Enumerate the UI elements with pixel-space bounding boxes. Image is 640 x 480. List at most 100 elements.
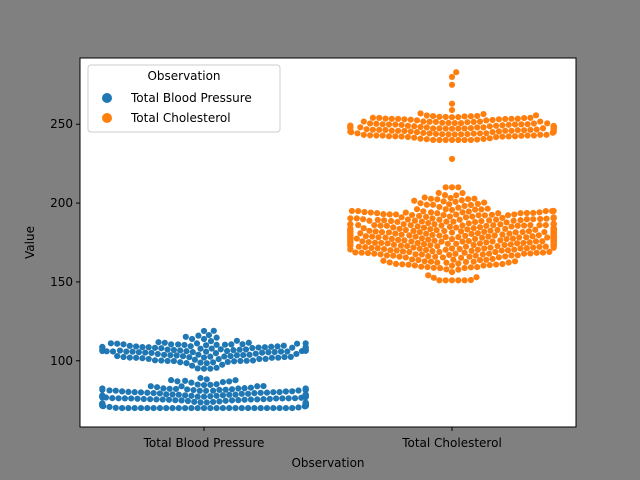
point-total-cholesterol <box>407 116 414 123</box>
point-total-cholesterol <box>519 228 526 236</box>
point-total-cholesterol <box>506 230 513 237</box>
point-total-cholesterol <box>489 238 496 245</box>
point-total-cholesterol <box>443 259 450 266</box>
point-total-cholesterol <box>418 235 425 242</box>
point-total-cholesterol <box>453 240 460 247</box>
point-total-blood-pressure <box>287 353 294 360</box>
point-total-cholesterol <box>417 110 424 117</box>
point-total-blood-pressure <box>197 345 204 352</box>
point-total-cholesterol <box>429 231 436 239</box>
point-total-cholesterol <box>423 124 430 131</box>
point-total-cholesterol <box>523 216 531 223</box>
point-total-cholesterol <box>354 130 361 137</box>
point-total-cholesterol <box>478 218 485 225</box>
point-total-cholesterol <box>401 127 408 135</box>
y-tick-label: 100 <box>50 354 73 368</box>
point-total-cholesterol <box>539 238 546 245</box>
point-total-blood-pressure <box>238 404 245 412</box>
point-total-blood-pressure <box>203 360 210 367</box>
point-total-cholesterol <box>455 125 462 132</box>
point-total-cholesterol <box>380 211 387 218</box>
point-total-blood-pressure <box>265 349 272 356</box>
point-total-blood-pressure <box>236 346 243 353</box>
point-total-blood-pressure <box>247 396 254 403</box>
point-total-cholesterol <box>448 125 456 132</box>
point-total-blood-pressure <box>161 351 168 358</box>
point-total-cholesterol <box>542 208 549 215</box>
point-total-blood-pressure <box>245 404 252 412</box>
point-total-blood-pressure <box>196 387 203 394</box>
point-total-blood-pressure <box>168 341 175 348</box>
point-total-cholesterol <box>378 229 386 236</box>
point-total-cholesterol <box>366 227 373 234</box>
point-total-cholesterol <box>462 258 470 266</box>
point-total-blood-pressure <box>174 378 181 385</box>
point-total-cholesterol <box>474 263 481 271</box>
point-total-cholesterol <box>530 209 537 217</box>
point-total-cholesterol <box>467 264 474 271</box>
point-total-cholesterol <box>430 136 437 144</box>
point-total-blood-pressure <box>169 391 176 398</box>
point-total-cholesterol <box>464 119 471 126</box>
point-total-cholesterol <box>525 228 533 235</box>
point-total-cholesterol <box>362 233 369 240</box>
point-total-cholesterol <box>458 131 465 138</box>
point-total-cholesterol <box>417 123 424 131</box>
point-total-cholesterol <box>511 121 519 128</box>
point-total-blood-pressure <box>169 404 176 412</box>
point-total-cholesterol <box>402 226 409 234</box>
point-total-cholesterol <box>445 131 452 138</box>
point-total-blood-pressure <box>222 397 229 404</box>
point-total-cholesterol <box>521 250 528 257</box>
point-total-blood-pressure <box>266 395 273 403</box>
point-total-cholesterol <box>442 246 449 253</box>
point-total-blood-pressure <box>115 395 122 402</box>
point-total-cholesterol <box>448 73 456 81</box>
point-total-cholesterol <box>475 212 482 219</box>
point-total-cholesterol <box>518 132 525 139</box>
point-total-cholesterol <box>487 227 494 234</box>
point-total-blood-pressure <box>184 397 191 405</box>
point-total-cholesterol <box>429 248 436 255</box>
point-total-blood-pressure <box>224 358 231 366</box>
point-total-blood-pressure <box>270 404 277 412</box>
point-total-blood-pressure <box>106 387 113 394</box>
point-total-cholesterol <box>532 112 540 119</box>
point-total-blood-pressure <box>268 354 275 361</box>
point-total-cholesterol <box>511 258 519 265</box>
point-total-cholesterol <box>436 136 443 144</box>
point-total-cholesterol <box>446 201 453 208</box>
point-total-cholesterol <box>480 124 487 131</box>
point-total-cholesterol <box>510 217 517 224</box>
point-total-cholesterol <box>427 242 434 249</box>
point-total-cholesterol <box>516 234 523 241</box>
point-total-cholesterol <box>401 116 408 123</box>
point-total-cholesterol <box>483 117 490 124</box>
x-tick-label: Total Cholesterol <box>401 436 502 450</box>
point-total-cholesterol <box>543 131 550 138</box>
point-total-blood-pressure <box>260 383 267 390</box>
point-total-cholesterol <box>421 194 428 201</box>
point-total-cholesterol <box>483 222 490 230</box>
point-total-cholesterol <box>347 220 354 228</box>
point-total-cholesterol <box>486 123 493 130</box>
point-total-cholesterol <box>390 252 397 259</box>
point-total-cholesterol <box>490 222 497 229</box>
point-total-cholesterol <box>461 136 468 144</box>
point-total-blood-pressure <box>153 396 160 403</box>
point-total-blood-pressure <box>263 389 271 396</box>
point-total-cholesterol <box>462 214 470 221</box>
point-total-blood-pressure <box>139 355 146 362</box>
point-total-cholesterol <box>483 239 490 246</box>
point-total-cholesterol <box>440 198 447 205</box>
point-total-blood-pressure <box>172 385 180 393</box>
point-total-blood-pressure <box>231 358 238 365</box>
point-total-cholesterol <box>505 259 512 266</box>
point-total-cholesterol <box>453 211 460 218</box>
point-total-blood-pressure <box>163 404 170 412</box>
point-total-cholesterol <box>388 115 395 122</box>
point-total-cholesterol <box>452 250 459 257</box>
point-total-cholesterol <box>456 216 463 223</box>
point-total-blood-pressure <box>188 379 195 386</box>
point-total-cholesterol <box>509 235 516 242</box>
